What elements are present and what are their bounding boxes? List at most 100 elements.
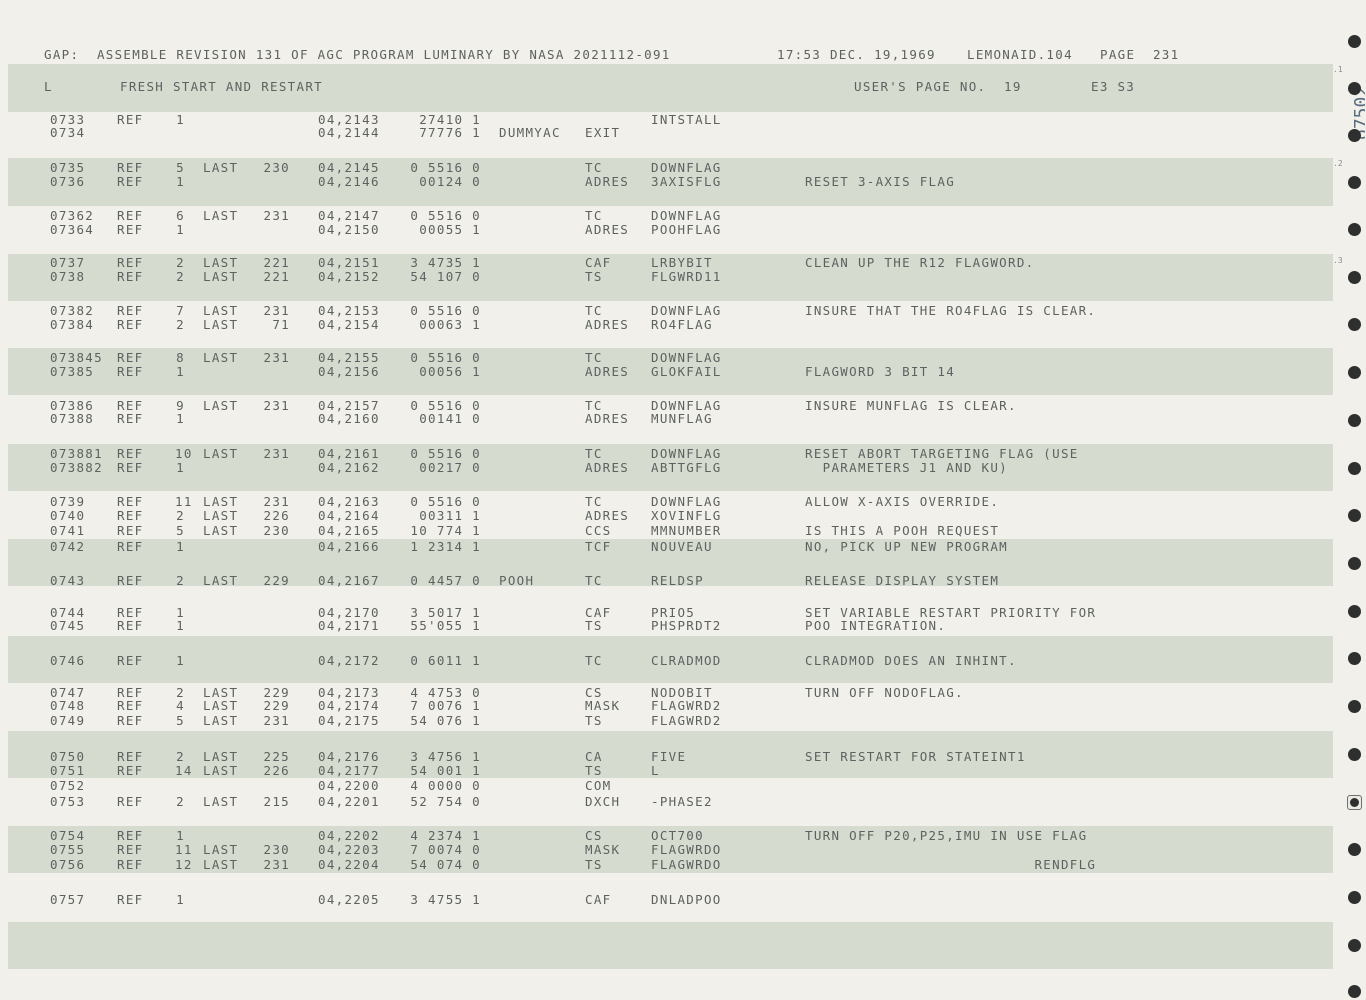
line-number: 0735 bbox=[50, 160, 86, 175]
operand: DOWNFLAG bbox=[651, 446, 722, 461]
listing-line: 0752 04,2200 4 0000 0 COM bbox=[0, 778, 1330, 793]
tractor-feed-hole bbox=[1347, 795, 1362, 810]
octal-value: 3 4756 1 bbox=[410, 749, 481, 764]
last-page: 226 bbox=[263, 508, 290, 523]
ref-count: 5 bbox=[176, 713, 185, 728]
ref-count: 2 bbox=[176, 794, 185, 809]
tractor-feed-hole bbox=[1348, 985, 1361, 998]
greenbar-band bbox=[8, 444, 1333, 491]
line-number: 0737 bbox=[50, 255, 86, 270]
operand: FIVE bbox=[651, 749, 687, 764]
tractor-feed-hole bbox=[1348, 271, 1361, 284]
listing-line: 0733 REF 1 04,2143 27410 1 INTSTALL bbox=[0, 112, 1330, 127]
address: 04,2170 bbox=[318, 605, 380, 620]
address: 04,2174 bbox=[318, 698, 380, 713]
line-number: 0736 bbox=[50, 174, 86, 189]
greenbar-band bbox=[8, 158, 1333, 206]
opcode: TS bbox=[585, 763, 603, 778]
address: 04,2200 bbox=[318, 778, 380, 793]
last-keyword: LAST bbox=[203, 160, 239, 175]
ref-count: 6 bbox=[176, 208, 185, 223]
ref-count: 8 bbox=[176, 350, 185, 365]
tractor-feed-hole bbox=[1348, 414, 1361, 427]
operand: MUNFLAG bbox=[651, 411, 713, 426]
comment: POO INTEGRATION. bbox=[805, 618, 947, 633]
operand: FLGWRD11 bbox=[651, 269, 722, 284]
listing-line: 07382 REF 7 LAST 231 04,2153 0 5516 0 TC DOWNFLA… bbox=[0, 303, 1330, 318]
address: 04,2152 bbox=[318, 269, 380, 284]
opcode: ADRES bbox=[585, 222, 630, 237]
operand: MMNUMBER bbox=[651, 523, 722, 538]
ref-count: 1 bbox=[176, 539, 185, 554]
tractor-feed-hole bbox=[1348, 557, 1361, 570]
address: 04,2160 bbox=[318, 411, 380, 426]
octal-value: 0 5516 0 bbox=[410, 160, 481, 175]
opcode: ADRES bbox=[585, 174, 630, 189]
comment: INSURE MUNFLAG IS CLEAR. bbox=[805, 398, 1017, 413]
operand: DOWNFLAG bbox=[651, 160, 722, 175]
line-number: 0754 bbox=[50, 828, 86, 843]
octal-value: 10 774 1 bbox=[410, 523, 481, 538]
greenbar-band bbox=[8, 636, 1333, 683]
comment: IS THIS A POOH REQUEST bbox=[805, 523, 1000, 538]
octal-value: 00124 0 bbox=[419, 174, 481, 189]
comment: RESET ABORT TARGETING FLAG (USE bbox=[805, 446, 1079, 461]
last-keyword: LAST bbox=[203, 713, 239, 728]
octal-value: 55'055 1 bbox=[410, 618, 481, 633]
line-number: 0739 bbox=[50, 494, 86, 509]
line-number: 07364 bbox=[50, 222, 95, 237]
address: 04,2161 bbox=[318, 446, 380, 461]
ref-keyword: REF bbox=[117, 398, 144, 413]
ref-count: 1 bbox=[176, 892, 185, 907]
opcode: TS bbox=[585, 269, 603, 284]
label: POOH bbox=[499, 573, 535, 588]
ref-count: 1 bbox=[176, 174, 185, 189]
address: 04,2154 bbox=[318, 317, 380, 332]
ref-keyword: REF bbox=[117, 160, 144, 175]
listing-line: 0741 REF 5 LAST 230 04,2165 10 774 1 CCS MMNUMBE… bbox=[0, 523, 1330, 538]
tractor-feed-hole bbox=[1348, 35, 1361, 48]
address: 04,2202 bbox=[318, 828, 380, 843]
address: 04,2147 bbox=[318, 208, 380, 223]
octal-value: 54 074 0 bbox=[410, 857, 481, 872]
comment: RELEASE DISPLAY SYSTEM bbox=[805, 573, 1000, 588]
ref-count: 1 bbox=[176, 411, 185, 426]
listing-line: 07386 REF 9 LAST 231 04,2157 0 5516 0 TC DOWNFLA… bbox=[0, 398, 1330, 413]
tractor-feed-hole bbox=[1348, 891, 1361, 904]
line-number: 0753 bbox=[50, 794, 86, 809]
octal-value: 3 4755 1 bbox=[410, 892, 481, 907]
last-page: 231 bbox=[263, 303, 290, 318]
opcode: TC bbox=[585, 446, 603, 461]
line-number: 073845 bbox=[50, 350, 103, 365]
last-keyword: LAST bbox=[203, 398, 239, 413]
listing-line: 0754 REF 1 04,2202 4 2374 1 CS OCT700 TURN OFF … bbox=[0, 828, 1330, 843]
tractor-feed-hole bbox=[1348, 605, 1361, 618]
octal-value: 27410 1 bbox=[419, 112, 481, 127]
ref-keyword: REF bbox=[117, 653, 144, 668]
octal-value: 00141 0 bbox=[419, 411, 481, 426]
ref-keyword: REF bbox=[117, 605, 144, 620]
last-keyword: LAST bbox=[203, 573, 239, 588]
line-number: 0757 bbox=[50, 892, 86, 907]
ref-count: 1 bbox=[176, 828, 185, 843]
ref-count: 2 bbox=[176, 317, 185, 332]
opcode: TS bbox=[585, 713, 603, 728]
edge-mark: .2 bbox=[1333, 159, 1343, 168]
opcode: MASK bbox=[585, 842, 621, 857]
operand: PRIO5 bbox=[651, 605, 696, 620]
listing-line: 0735 REF 5 LAST 230 04,2145 0 5516 0 TC DOWNFLAG bbox=[0, 160, 1330, 175]
opcode: MASK bbox=[585, 698, 621, 713]
comment: TURN OFF NODOFLAG. bbox=[805, 685, 964, 700]
ref-keyword: REF bbox=[117, 317, 144, 332]
line-number: 0738 bbox=[50, 269, 86, 284]
line-number: 0751 bbox=[50, 763, 86, 778]
line-number: 07384 bbox=[50, 317, 95, 332]
line-number: 07382 bbox=[50, 303, 95, 318]
last-keyword: LAST bbox=[203, 523, 239, 538]
listing-line: 07385 REF 1 04,2156 00056 1 ADRES GLOKFAIL FLAG… bbox=[0, 364, 1330, 379]
address: 04,2146 bbox=[318, 174, 380, 189]
operand: 3AXISFLG bbox=[651, 174, 722, 189]
octal-value: 0 5516 0 bbox=[410, 208, 481, 223]
last-keyword: LAST bbox=[203, 494, 239, 509]
line-number: 07386 bbox=[50, 398, 95, 413]
